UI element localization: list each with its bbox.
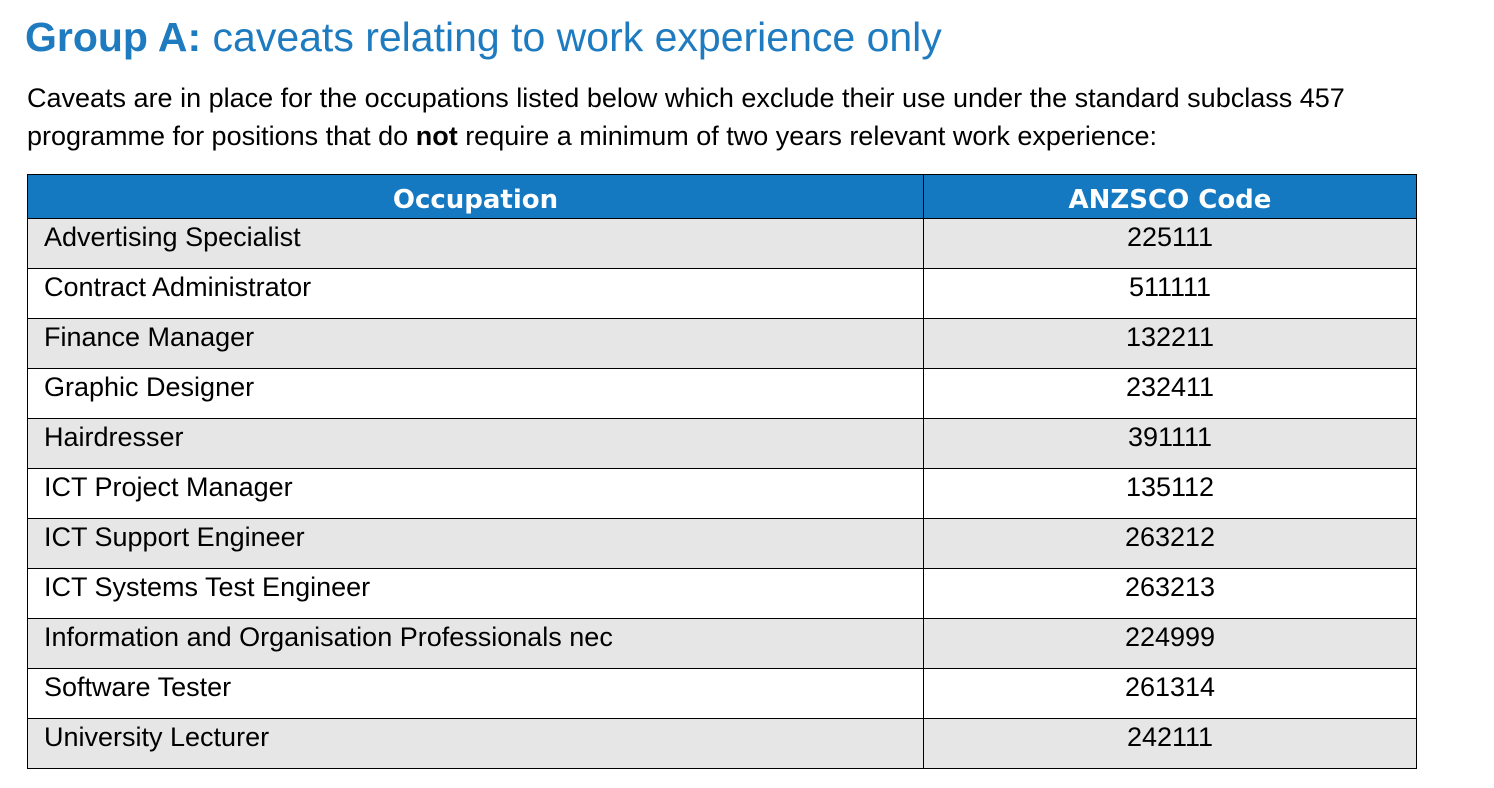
- occupation-cell: ICT Support Engineer: [27, 518, 924, 569]
- intro-text-start: Caveats are in place for the occupations…: [27, 83, 1345, 151]
- anzsco-code-cell: 135112: [923, 468, 1417, 519]
- table-row: ICT Project Manager 135112: [27, 468, 1417, 519]
- table-row: Information and Organisation Professiona…: [27, 618, 1417, 669]
- anzsco-code-cell: 391111: [923, 418, 1417, 469]
- heading-group-label: Group A:: [25, 14, 202, 60]
- table-row: Advertising Specialist 225111: [27, 218, 1417, 269]
- column-header-anzsco-code: ANZSCO Code: [923, 174, 1417, 219]
- table-row: ICT Support Engineer 263212: [27, 518, 1417, 569]
- anzsco-code-cell: 224999: [923, 618, 1417, 669]
- anzsco-code-cell: 225111: [923, 218, 1417, 269]
- occupation-cell: Graphic Designer: [27, 368, 924, 419]
- anzsco-code-cell: 242111: [923, 718, 1417, 769]
- anzsco-code-cell: 263212: [923, 518, 1417, 569]
- heading-description: caveats relating to work experience only: [201, 14, 942, 60]
- anzsco-code-cell: 132211: [923, 318, 1417, 369]
- occupation-cell: Contract Administrator: [27, 268, 924, 319]
- table-row: ICT Systems Test Engineer 263213: [27, 568, 1417, 619]
- table-row: Graphic Designer 232411: [27, 368, 1417, 419]
- table-row: Contract Administrator 511111: [27, 268, 1417, 319]
- intro-paragraph: Caveats are in place for the occupations…: [27, 79, 1477, 155]
- page-heading: Group A: caveats relating to work experi…: [25, 11, 942, 63]
- anzsco-code-cell: 232411: [923, 368, 1417, 419]
- occupation-cell: Advertising Specialist: [27, 218, 924, 269]
- column-header-occupation: Occupation: [27, 174, 924, 219]
- anzsco-code-cell: 261314: [923, 668, 1417, 719]
- occupation-cell: Hairdresser: [27, 418, 924, 469]
- anzsco-code-cell: 511111: [923, 268, 1417, 319]
- occupation-cell: ICT Project Manager: [27, 468, 924, 519]
- occupation-cell: University Lecturer: [27, 718, 924, 769]
- table-row: Hairdresser 391111: [27, 418, 1417, 469]
- occupation-cell: Software Tester: [27, 668, 924, 719]
- anzsco-code-cell: 263213: [923, 568, 1417, 619]
- intro-text-emphasis: not: [415, 121, 458, 151]
- occupation-cell: Information and Organisation Professiona…: [27, 618, 924, 669]
- occupation-table-header: Occupation ANZSCO Code: [27, 174, 1417, 219]
- intro-text-end: require a minimum of two years relevant …: [457, 121, 1157, 151]
- occupation-table: Occupation ANZSCO Code Advertising Speci…: [27, 174, 1417, 769]
- table-row: University Lecturer 242111: [27, 718, 1417, 769]
- table-header-row: Occupation ANZSCO Code: [27, 174, 1417, 219]
- occupation-table-body: Advertising Specialist 225111 Contract A…: [27, 218, 1417, 769]
- table-row: Finance Manager 132211: [27, 318, 1417, 369]
- table-row: Software Tester 261314: [27, 668, 1417, 719]
- occupation-cell: Finance Manager: [27, 318, 924, 369]
- occupation-cell: ICT Systems Test Engineer: [27, 568, 924, 619]
